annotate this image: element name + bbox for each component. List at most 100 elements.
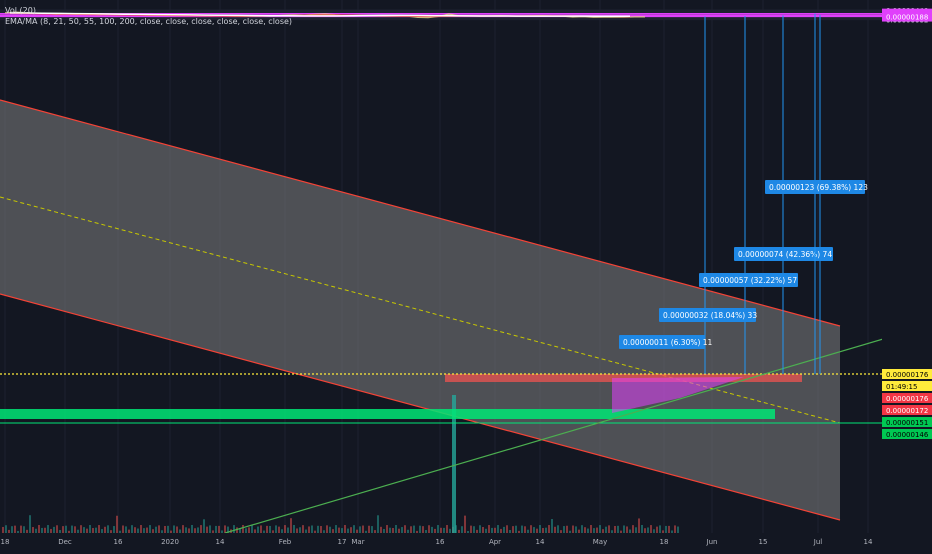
volume-bar <box>344 525 346 533</box>
volume-bar <box>497 525 499 533</box>
volume-bar <box>527 529 529 533</box>
time-axis-tick-label: Dec <box>58 538 72 546</box>
volume-bar <box>173 525 175 533</box>
volume-bar <box>317 525 319 533</box>
volume-bar <box>203 519 205 533</box>
volume-bar <box>494 527 496 533</box>
volume-bar <box>650 525 652 533</box>
volume-bar <box>194 528 196 533</box>
volume-bar <box>485 528 487 533</box>
volume-bar <box>599 525 601 533</box>
volume-bar <box>374 530 376 533</box>
volume-bar <box>476 529 478 533</box>
volume-bar <box>584 527 586 533</box>
time-axis-tick-label: May <box>593 538 607 546</box>
volume-bar <box>416 530 418 533</box>
volume-bar <box>275 525 277 533</box>
ema-ma-legend: EMA/MA (8, 21, 50, 55, 100, 200, close, … <box>5 17 293 26</box>
volume-bar <box>380 526 382 533</box>
volume-bar <box>473 526 475 533</box>
volume-bar <box>32 527 34 533</box>
volume-bar <box>395 525 397 533</box>
time-axis-tick-label: 14 <box>536 538 545 546</box>
volume-bar <box>158 525 160 533</box>
volume-bar <box>617 525 619 533</box>
volume-bar <box>545 527 547 533</box>
current-price-tag <box>882 429 932 439</box>
volume-bar <box>77 529 79 533</box>
time-axis-tick-label: 14 <box>864 538 873 546</box>
volume-bar <box>107 525 109 533</box>
time-axis-tick-label: 18 <box>1 538 10 546</box>
time-axis-tick-label: 15 <box>759 538 768 546</box>
volume-bar <box>140 525 142 533</box>
volume-bar <box>437 525 439 533</box>
volume-bar <box>350 527 352 533</box>
volume-bar <box>143 528 145 533</box>
volume-bar <box>257 526 259 533</box>
volume-bar <box>509 530 511 533</box>
volume-bar <box>218 525 220 533</box>
volume-bar <box>656 526 658 533</box>
volume-bar <box>419 525 421 533</box>
volume-bar <box>503 526 505 533</box>
time-axis-tick-label: 16 <box>436 538 445 546</box>
volume-bar <box>386 525 388 533</box>
volume-bar <box>59 530 61 533</box>
volume-bar <box>587 528 589 533</box>
volume-bar <box>575 526 577 533</box>
time-axis-tick-label: 14 <box>216 538 225 546</box>
current-price-tag-text: 01:49:15 <box>886 383 917 391</box>
volume-bar <box>383 529 385 533</box>
volume-bar <box>104 526 106 533</box>
volume-bar <box>563 526 565 533</box>
volume-bar <box>611 530 613 533</box>
volume-bar <box>551 519 553 533</box>
volume-bar <box>368 525 370 533</box>
volume-bar <box>83 527 85 533</box>
volume-bar <box>347 528 349 533</box>
volume-bar <box>479 525 481 533</box>
target-label-text: 0.00000123 (69.38%) 123 <box>769 183 868 192</box>
volume-bar <box>482 526 484 533</box>
time-axis-tick-label: Mar <box>351 538 364 546</box>
volume-bar <box>668 525 670 533</box>
volume-bar <box>98 525 100 533</box>
volume-bar <box>665 525 667 533</box>
volume-bar <box>146 527 148 533</box>
volume-bar <box>119 530 121 533</box>
volume-bar <box>206 526 208 533</box>
volume-bar <box>449 528 451 533</box>
time-axis-tick-label: 2020 <box>161 538 179 546</box>
volume-bar <box>212 530 214 533</box>
volume-bar <box>362 525 364 533</box>
volume-bar <box>215 525 217 533</box>
volume-bar <box>71 525 73 533</box>
volume-bar <box>296 528 298 533</box>
volume-bar <box>398 528 400 533</box>
volume-bar <box>17 530 19 533</box>
volume-bar <box>329 526 331 533</box>
level-price-tag <box>882 11 932 22</box>
volume-bar <box>593 528 595 533</box>
volume-bar <box>443 527 445 533</box>
volume-bar <box>629 529 631 533</box>
volume-bar <box>422 526 424 533</box>
volume-bar <box>512 526 514 533</box>
volume-bar <box>569 530 571 533</box>
volume-bar <box>389 527 391 533</box>
volume-bar <box>68 530 70 533</box>
volume-bar <box>548 525 550 533</box>
volume-bar <box>626 526 628 533</box>
time-axis-tick-label: Jun <box>706 538 718 546</box>
volume-bar <box>170 530 172 533</box>
time-axis-tick-label: 18 <box>660 538 669 546</box>
volume-bar <box>191 525 193 533</box>
volume-bar <box>56 525 58 533</box>
time-axis-tick-label: 17 <box>338 538 347 546</box>
volume-bar <box>116 515 118 533</box>
volume-bar <box>101 529 103 533</box>
target-label-box <box>619 335 705 349</box>
